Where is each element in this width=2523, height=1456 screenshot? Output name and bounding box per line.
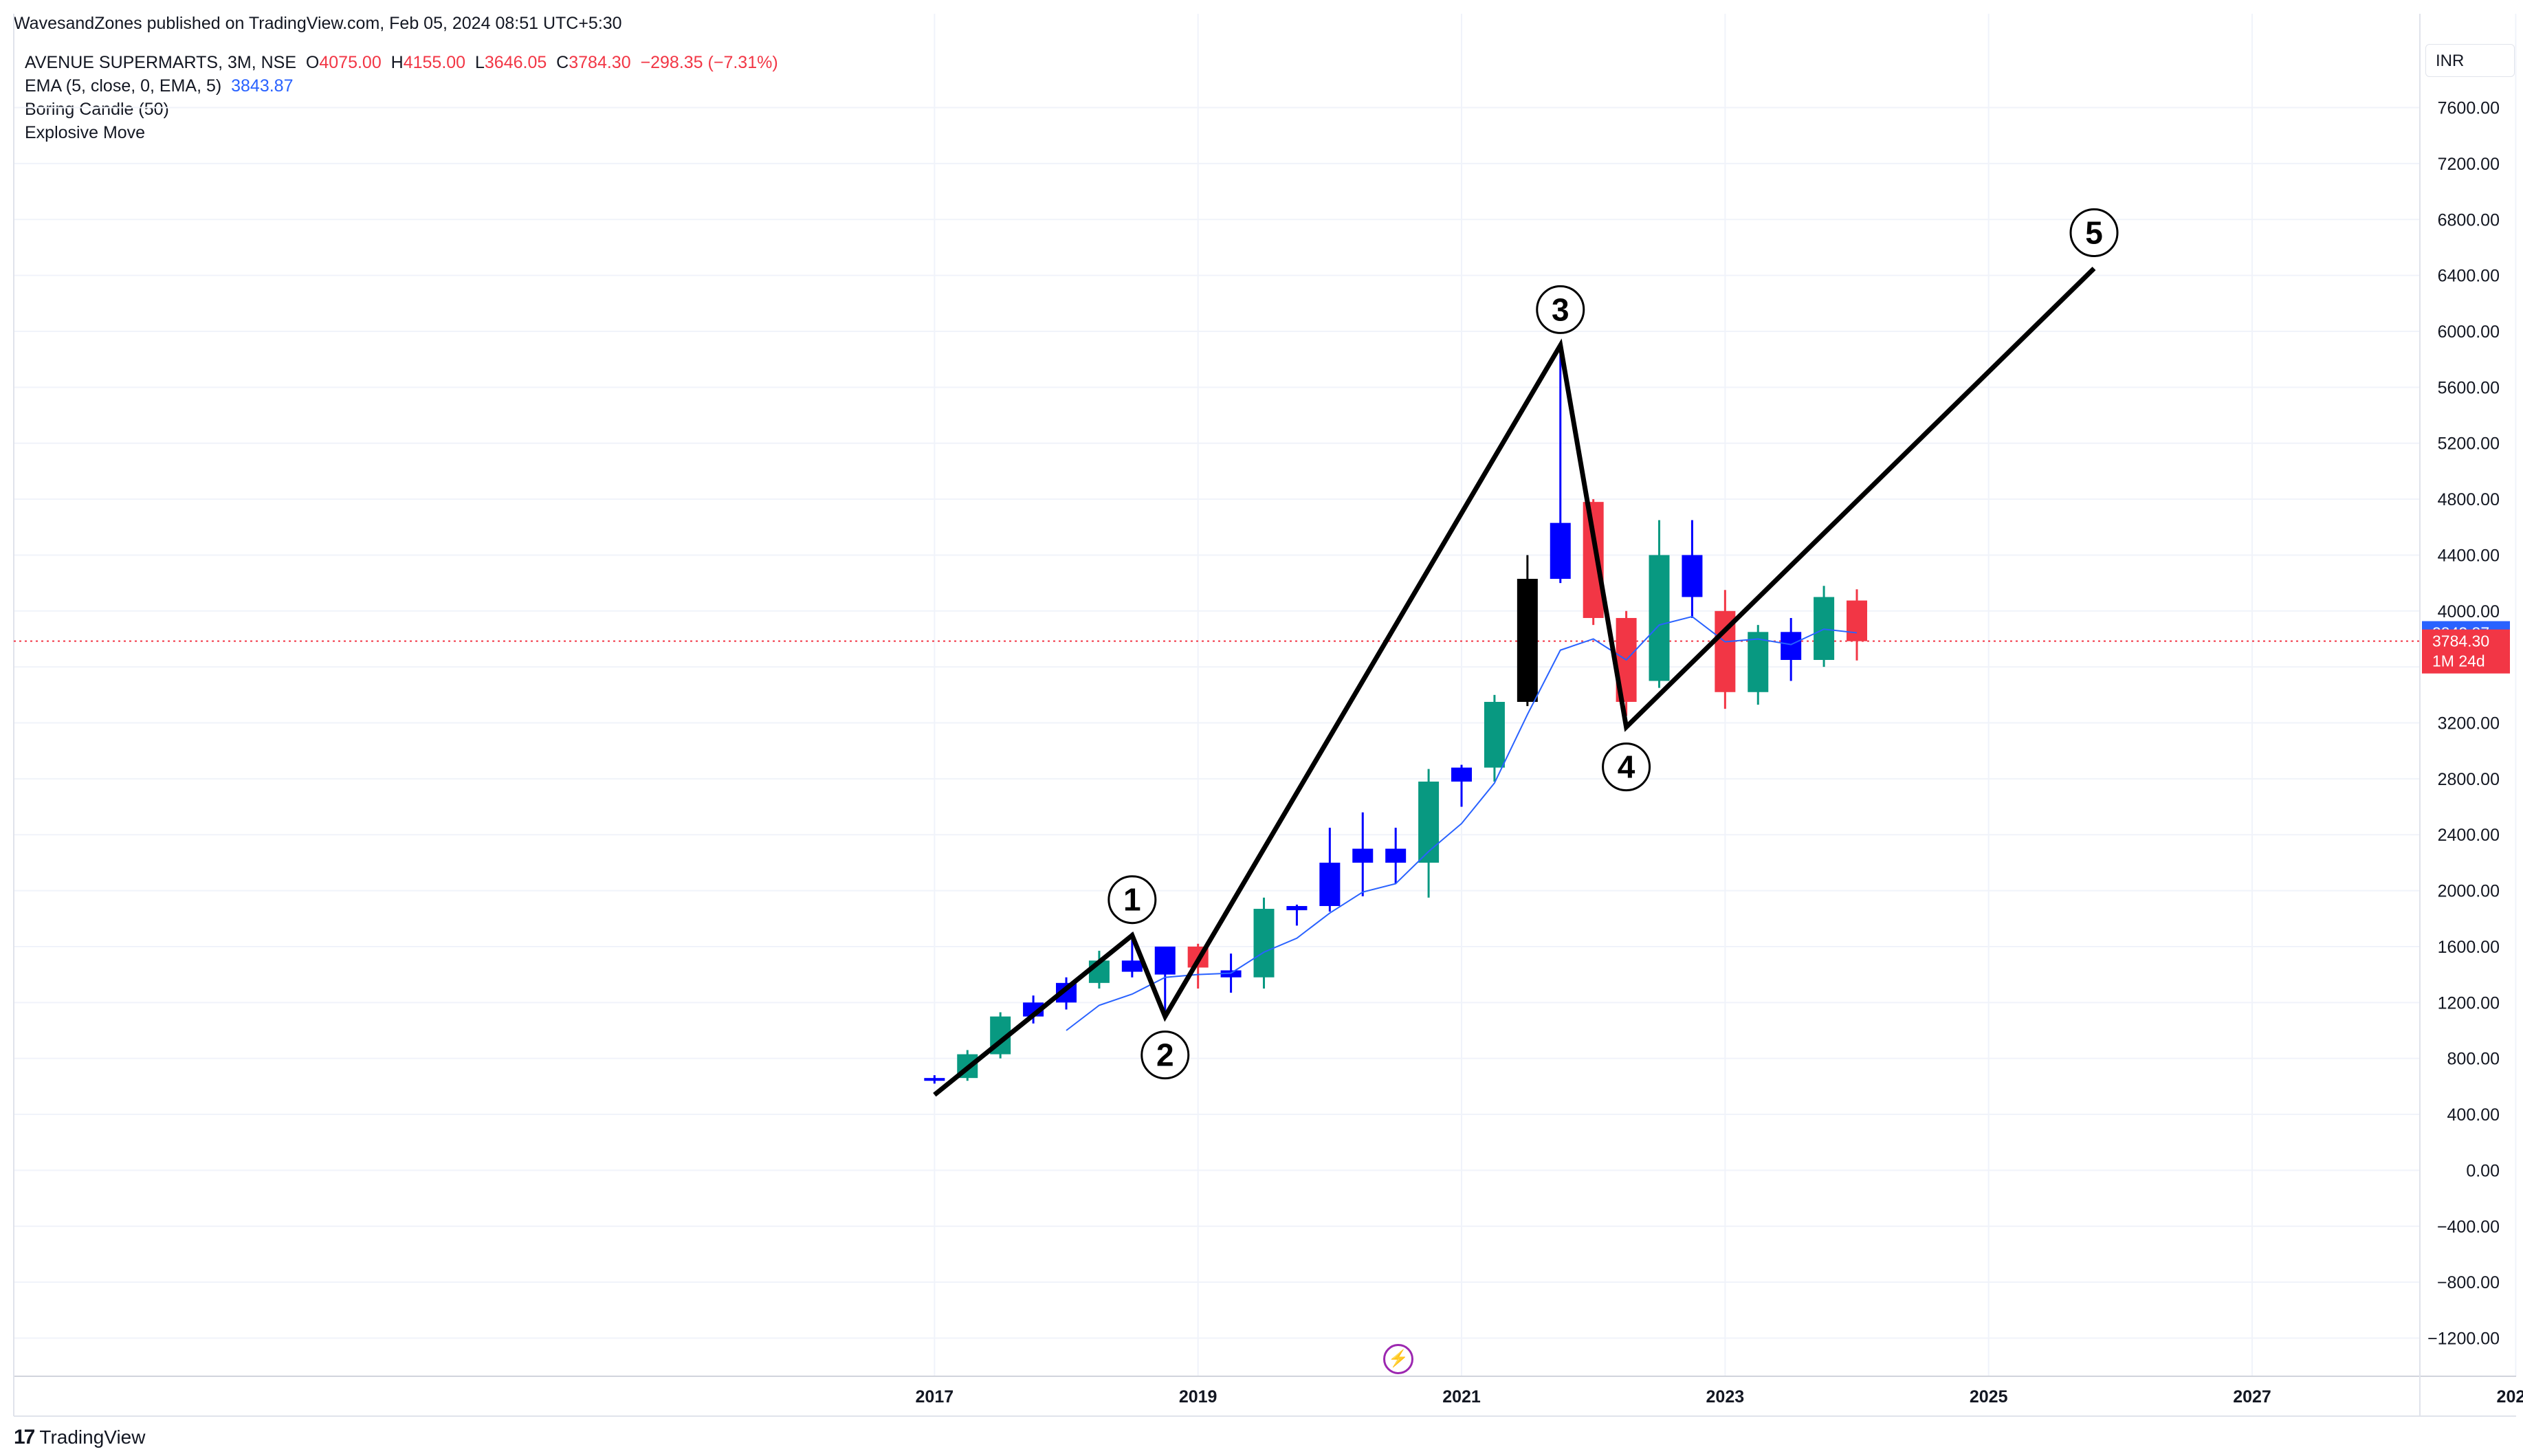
change-value: −298.35 (−7.31%) [640, 53, 778, 72]
wave-label: 5 [2085, 214, 2103, 250]
y-tick-label: 4400.00 [2438, 546, 2500, 565]
chart-grid [14, 14, 2517, 1376]
wave-label: 2 [1156, 1037, 1174, 1073]
y-tick-label: 7200.00 [2438, 155, 2500, 174]
tradingview-logo-icon: 17 [14, 1426, 35, 1448]
chart-legend: AVENUE SUPERMARTS, 3M, NSE O4075.00 H415… [25, 51, 778, 144]
lightning-icon[interactable]: ⚡ [1383, 1344, 1413, 1374]
wave-circle [1536, 285, 1585, 334]
y-tick-label: 4800.00 [2438, 490, 2500, 509]
y-tick-label: 1200.00 [2438, 993, 2500, 1013]
y-tick-label: 2000.00 [2438, 882, 2500, 901]
high-label: H [390, 53, 404, 72]
wave-circle [1602, 742, 1651, 792]
wave-circle [1141, 1030, 1190, 1080]
candle-body [1253, 909, 1275, 978]
y-tick-label: 1600.00 [2438, 938, 2500, 957]
high-value: 4155.00 [403, 53, 466, 72]
price-badges: 3843.87 3784.30 1M 24d [2422, 621, 2510, 674]
candle-body [1286, 905, 1308, 911]
x-tick-label: 2025 [1970, 1387, 2008, 1407]
y-tick-label: 6000.00 [2438, 322, 2500, 342]
y-tick-label: 2800.00 [2438, 770, 2500, 789]
candle-body [924, 1078, 945, 1081]
y-tick-label: 4000.00 [2438, 602, 2500, 621]
candle-body [1121, 960, 1143, 972]
candle-body [1550, 522, 1571, 580]
y-tick-label: 7600.00 [2438, 99, 2500, 118]
footer-brand: TradingView [39, 1426, 146, 1448]
y-tick-label: −1200.00 [2427, 1329, 2500, 1348]
candle-body [1484, 702, 1505, 768]
indicator-explosive-move[interactable]: Explosive Move [25, 123, 146, 142]
wave-line [933, 266, 2096, 1097]
x-tick-label: 2021 [1442, 1387, 1481, 1407]
y-tick-label: 400.00 [2447, 1105, 2500, 1125]
last-price-badge [2422, 629, 2510, 674]
symbol-row[interactable]: AVENUE SUPERMARTS, 3M, NSE O4075.00 H415… [25, 51, 778, 74]
candle-body [1418, 781, 1440, 863]
ema-label: EMA (5, close, 0, EMA, 5) [25, 76, 222, 96]
tradingview-logo[interactable]: 17 TradingView [14, 1426, 145, 1449]
x-tick-label: 2019 [1179, 1387, 1218, 1407]
candle-body [1451, 767, 1473, 782]
y-tick-label: −800.00 [2437, 1273, 2500, 1292]
y-tick-label: 5200.00 [2438, 434, 2500, 454]
candle-body [1583, 502, 1604, 618]
y-tick-label: 0.00 [2466, 1161, 2500, 1180]
countdown-badge-text: 1M 24d [2432, 652, 2485, 670]
wave-label: 1 [1123, 882, 1141, 918]
publisher-line: WavesandZones published on TradingView.c… [14, 14, 622, 33]
open-value: 4075.00 [319, 53, 382, 72]
candle-body [1781, 632, 1802, 660]
candle-body [1682, 555, 1703, 597]
low-value: 3646.05 [484, 53, 547, 72]
wave-label: 3 [1552, 291, 1569, 327]
wave-circle [1108, 875, 1157, 925]
y-tick-label: 6800.00 [2438, 210, 2500, 230]
x-tick-label: 2023 [1706, 1387, 1745, 1407]
open-label: O [305, 53, 320, 72]
y-tick-label: 2400.00 [2438, 826, 2500, 845]
candle-body [1517, 579, 1538, 703]
y-tick-label: 3200.00 [2438, 714, 2500, 733]
candle-body [1649, 555, 1670, 681]
x-tick-label: 2027 [2233, 1387, 2271, 1407]
x-tick-label: 2029 [2497, 1387, 2523, 1407]
ema-row[interactable]: EMA (5, close, 0, EMA, 5) 3843.87 [25, 74, 778, 98]
candle-body [1847, 600, 1868, 641]
candle-body [1319, 862, 1341, 906]
close-label: C [556, 53, 569, 72]
currency-button[interactable]: INR [2425, 44, 2515, 77]
last-price-badge-text: 3784.30 [2432, 632, 2489, 650]
low-label: L [474, 53, 485, 72]
y-tick-label: −400.00 [2437, 1217, 2500, 1237]
x-tick-label: 2017 [916, 1387, 954, 1407]
x-axis-labels: 2017201920212023202520272029203120332035… [916, 1387, 2523, 1407]
y-tick-label: 5600.00 [2438, 378, 2500, 397]
wave-circle [2069, 208, 2119, 257]
candle-body [1352, 848, 1374, 863]
chart-axes [13, 14, 2516, 1417]
wave-label: 4 [1618, 749, 1635, 785]
y-tick-label: 800.00 [2447, 1050, 2500, 1069]
ema-line [1066, 615, 1858, 1031]
y-axis-labels: 7600.00 7200.00 6800.00 6400.00 6000.00 5600.… [2427, 99, 2500, 1349]
candles [924, 345, 1868, 1084]
candle-body [1154, 946, 1176, 975]
candle-body [1385, 848, 1407, 863]
candle-body [1814, 597, 1835, 660]
candle-body [1220, 970, 1242, 978]
candle-body [1748, 632, 1769, 692]
close-value: 3784.30 [569, 53, 631, 72]
symbol-name: AVENUE SUPERMARTS, 3M, NSE [25, 53, 296, 72]
ema-value: 3843.87 [231, 76, 294, 96]
y-tick-label: 6400.00 [2438, 267, 2500, 286]
indicator-boring-candle[interactable]: Boring Candle (50) [25, 100, 169, 119]
wave-labels: 1 2 3 4 5 [1108, 208, 2119, 1080]
